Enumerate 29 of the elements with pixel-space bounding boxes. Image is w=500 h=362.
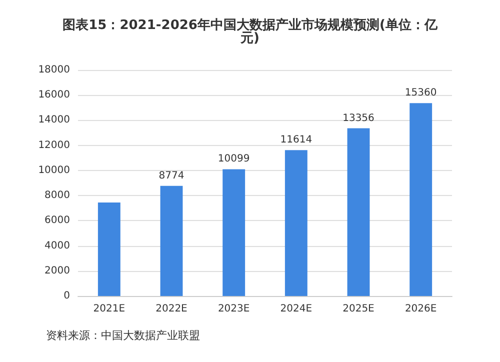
x-tick-label: 2022E [156, 304, 188, 314]
x-tick-label: 2024E [280, 304, 312, 314]
y-tick-label: 12000 [38, 140, 70, 151]
data-label: 11614 [280, 134, 312, 146]
data-label: 15360 [404, 88, 437, 99]
bar [222, 169, 246, 296]
bar [98, 202, 120, 296]
x-tick-label: 2023E [218, 304, 250, 314]
x-tick-label: 2026E [404, 304, 437, 314]
y-tick-label: 18000 [38, 64, 70, 76]
y-tick-label: 4000 [44, 240, 70, 252]
y-tick-label: 0 [64, 290, 70, 302]
x-tick-label: 2025E [342, 304, 374, 314]
bar [284, 150, 308, 296]
x-tick-label: 2021E [93, 304, 126, 314]
text: 资料来源：中国大数据产业联盟 [46, 329, 200, 342]
y-tick-label: 2000 [44, 265, 70, 276]
bar [160, 186, 183, 296]
data-label: 10099 [218, 154, 250, 165]
bar [410, 103, 432, 296]
chart-title: 图表15：2021-2026年中国大数据产业市场规模预测(单位：亿元) [62, 17, 438, 46]
bar [347, 128, 370, 296]
y-tick-label: 14000 [38, 114, 70, 126]
data-label: 8774 [158, 170, 184, 182]
data-label: 13356 [342, 112, 374, 124]
y-tick-label: 16000 [38, 90, 70, 101]
y-tick-label: 8000 [44, 190, 70, 202]
y-tick-label: 6000 [44, 215, 70, 226]
y-tick-label: 10000 [38, 164, 70, 176]
